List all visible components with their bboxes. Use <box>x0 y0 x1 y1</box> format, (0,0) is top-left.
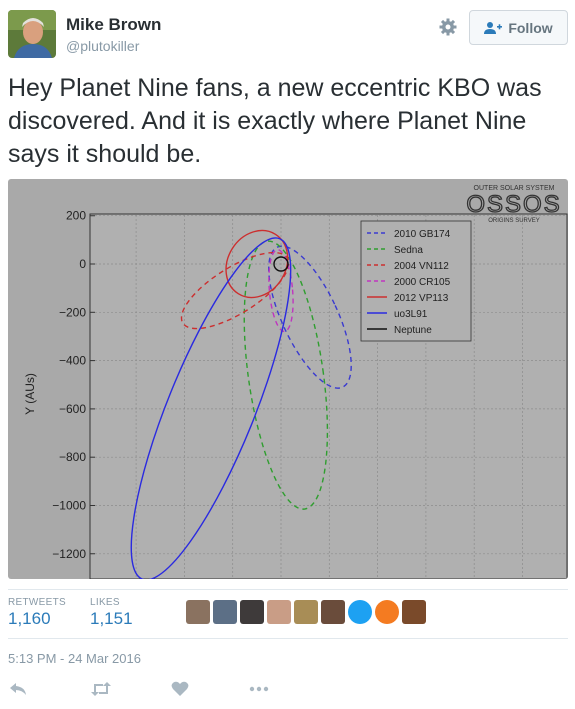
logo-sub: ORIGINS SURVEY <box>488 218 540 224</box>
legend-label: Neptune <box>394 325 432 336</box>
y-tick-label: −400 <box>59 354 86 368</box>
orbit-sedna <box>243 240 329 510</box>
avatar[interactable] <box>8 10 56 58</box>
legend-label: 2010 GB174 <box>394 229 451 240</box>
heart-icon[interactable] <box>170 680 192 700</box>
y-tick-label: 200 <box>66 209 86 223</box>
legend-label: uo3L91 <box>394 309 428 320</box>
legend-label: 2004 VN112 <box>394 261 449 272</box>
liker-avatar[interactable] <box>402 600 426 624</box>
more-icon[interactable] <box>248 680 270 700</box>
y-tick-label: −1000 <box>52 499 86 513</box>
tweet-header: Mike Brown @plutokiller Follow <box>8 9 568 59</box>
reply-icon[interactable] <box>8 680 30 700</box>
gear-icon[interactable] <box>438 17 458 37</box>
y-tick-label: −800 <box>59 450 86 464</box>
legend-label: 2000 CR105 <box>394 277 451 288</box>
liker-avatar[interactable] <box>186 600 210 624</box>
orbit-2012-vp113 <box>225 229 289 299</box>
divider-bottom <box>8 638 568 639</box>
orbit-neptune <box>273 256 289 272</box>
y-tick-label: −200 <box>59 305 86 319</box>
legend-label: Sedna <box>394 245 423 256</box>
retweets-label: RETWEETS <box>8 597 66 608</box>
divider-top <box>8 589 568 590</box>
retweets-count[interactable]: 1,160 <box>8 609 51 628</box>
logo-main: OSSOS <box>466 191 561 218</box>
add-user-icon <box>484 21 503 34</box>
chart-grid <box>91 215 566 578</box>
author-handle[interactable]: @plutokiller <box>66 38 140 54</box>
likes-label: LIKES <box>90 597 120 608</box>
follow-button[interactable]: Follow <box>469 10 568 45</box>
y-tick-label: −600 <box>59 402 86 416</box>
liker-avatar[interactable] <box>348 600 372 624</box>
likes-count[interactable]: 1,151 <box>90 609 133 628</box>
plot-area <box>89 213 568 579</box>
retweet-icon[interactable] <box>90 680 112 700</box>
legend-label: 2012 VP113 <box>394 293 449 304</box>
chart-legend: 2010 GB174 Sedna 2004 VN112 2000 CR105 2012 … <box>360 220 472 342</box>
y-tick-label: −1200 <box>52 547 86 561</box>
orbit-chart: 200 0 −200 −400 −600 −800 −1000 −1200 Y (AUs) O… <box>23 185 568 579</box>
author-name[interactable]: Mike Brown <box>66 15 162 34</box>
y-tick-label: 0 <box>79 257 86 271</box>
ossos-logo: OUTER SOLAR SYSTEM OSSOS ORIGINS SURVEY <box>466 185 561 224</box>
liker-avatars <box>186 600 426 626</box>
liker-avatar[interactable] <box>375 600 399 624</box>
legend-box <box>360 220 472 342</box>
liker-avatar[interactable] <box>240 600 264 624</box>
liker-avatar[interactable] <box>321 600 345 624</box>
tweet-text: Hey Planet Nine fans, a new eccentric KB… <box>8 74 542 168</box>
follow-label: Follow <box>508 19 553 36</box>
liker-avatar[interactable] <box>213 600 237 624</box>
orbit-uo3l91 <box>130 237 292 579</box>
liker-avatar[interactable] <box>294 600 318 624</box>
liker-avatar[interactable] <box>267 600 291 624</box>
orbit-chart-image[interactable]: 200 0 −200 −400 −600 −800 −1000 −1200 Y (AUs) O… <box>8 179 568 579</box>
y-axis-label: Y (AUs) <box>23 373 37 415</box>
y-axis-ticks: 200 0 −200 −400 −600 −800 −1000 −1200 <box>52 209 95 561</box>
timestamp[interactable]: 5:13 PM - 24 Mar 2016 <box>8 651 141 666</box>
logo-title: OUTER SOLAR SYSTEM <box>474 185 555 192</box>
